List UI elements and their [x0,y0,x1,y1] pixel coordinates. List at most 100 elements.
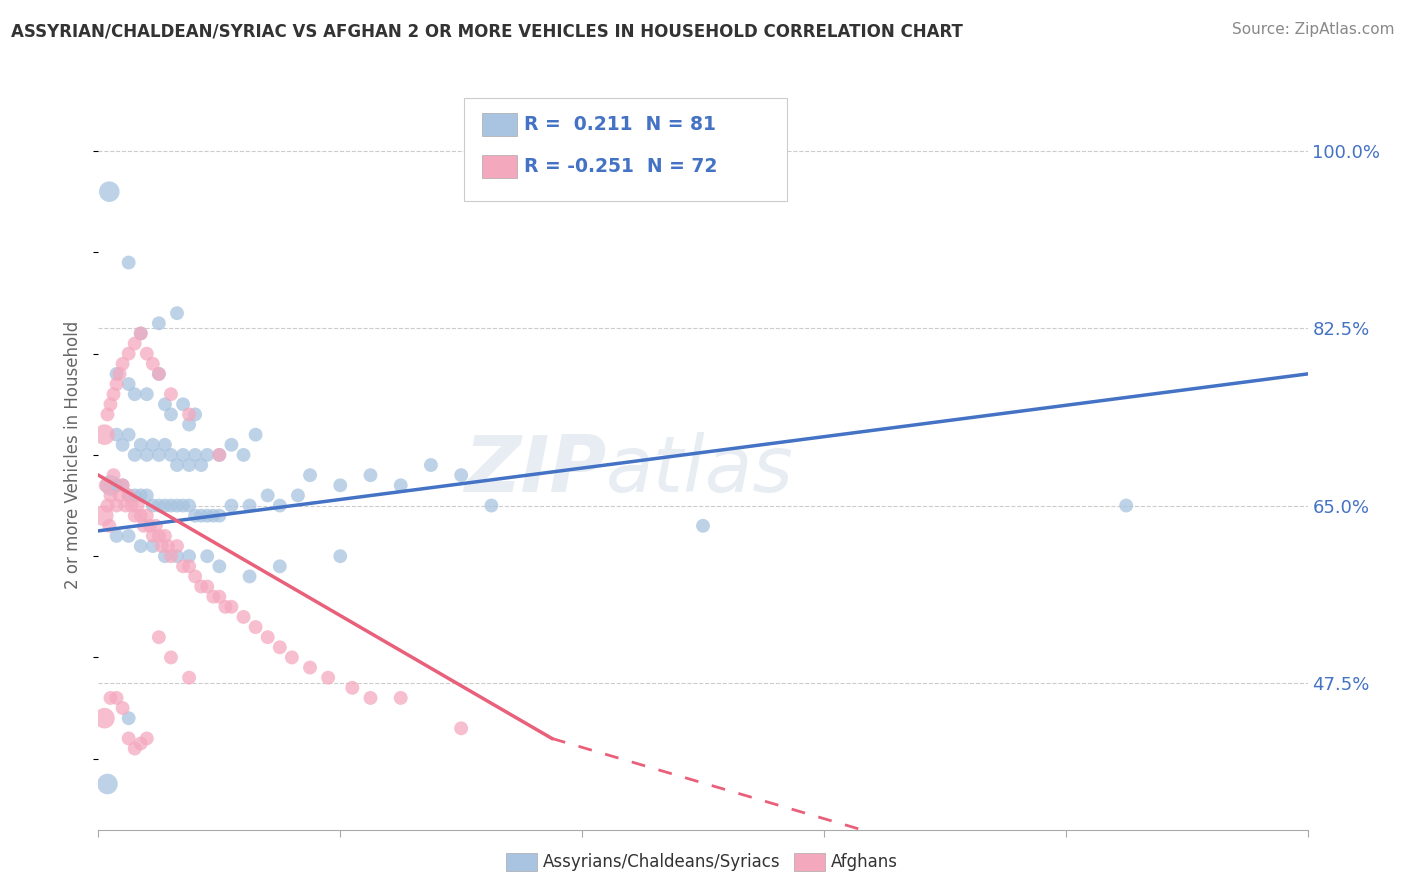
Point [94,478,117,492]
Point [124,387,146,401]
Point [160,408,183,422]
Point [450,468,472,483]
Point [142,529,165,543]
Point [160,650,183,665]
Point [360,690,382,705]
Point [142,539,165,553]
Point [100,690,122,705]
Point [179,671,201,685]
Point [129,438,152,452]
Text: Source: ZipAtlas.com: Source: ZipAtlas.com [1232,22,1395,37]
Point [108,488,131,502]
Point [118,427,141,442]
Point [287,488,309,502]
Point [148,316,170,330]
Point [214,599,236,614]
Point [148,499,170,513]
Point [142,438,165,452]
Point [1115,499,1137,513]
Y-axis label: 2 or more Vehicles in Household: 2 or more Vehicles in Household [65,321,83,589]
Point [342,681,364,695]
Point [256,630,278,644]
Point [135,387,157,401]
Point [156,539,179,553]
Point [150,539,173,553]
Point [184,569,207,583]
Point [111,478,134,492]
Point [190,458,212,472]
Point [148,367,170,381]
Point [166,306,188,320]
Point [124,508,146,523]
Point [142,357,165,371]
Point [221,599,243,614]
Point [129,539,152,553]
Point [195,580,218,594]
Point [132,518,155,533]
Point [98,185,121,199]
Point [105,367,128,381]
Point [179,549,201,564]
Point [153,549,176,564]
Point [166,499,188,513]
Point [239,499,262,513]
Text: Afghans: Afghans [831,853,898,871]
Point [148,367,170,381]
Point [118,529,141,543]
Point [269,640,291,655]
Point [124,336,146,351]
Point [179,559,201,574]
Point [129,488,152,502]
Text: atlas: atlas [606,432,794,508]
Point [329,549,352,564]
Point [111,478,134,492]
Point [100,488,122,502]
Point [172,499,194,513]
Point [232,610,254,624]
Point [111,701,134,715]
Point [208,590,231,604]
Point [420,458,443,472]
Point [153,529,176,543]
Point [127,499,149,513]
Point [98,518,121,533]
Point [118,346,141,360]
Point [329,478,352,492]
Point [692,518,714,533]
Point [118,731,141,746]
Point [269,559,291,574]
Point [124,488,146,502]
Point [245,427,267,442]
Point [148,630,170,644]
Point [100,397,122,411]
Point [105,499,128,513]
Point [202,508,225,523]
Point [118,255,141,269]
Point [160,499,183,513]
Point [166,539,188,553]
Point [166,549,188,564]
Point [179,408,201,422]
Point [153,438,176,452]
Point [450,721,472,735]
Point [105,377,128,392]
Point [160,387,183,401]
Point [91,508,114,523]
Point [281,650,304,665]
Point [195,448,218,462]
Point [245,620,267,634]
Point [118,377,141,392]
Point [299,660,322,674]
Point [111,357,134,371]
Point [299,468,322,483]
Point [179,417,201,432]
Point [124,448,146,462]
Text: ZIP: ZIP [464,432,606,508]
Point [153,499,176,513]
Text: Assyrians/Chaldeans/Syriacs: Assyrians/Chaldeans/Syriacs [543,853,780,871]
Point [389,690,412,705]
Point [93,427,115,442]
Point [179,499,201,513]
Point [105,478,128,492]
Point [195,549,218,564]
